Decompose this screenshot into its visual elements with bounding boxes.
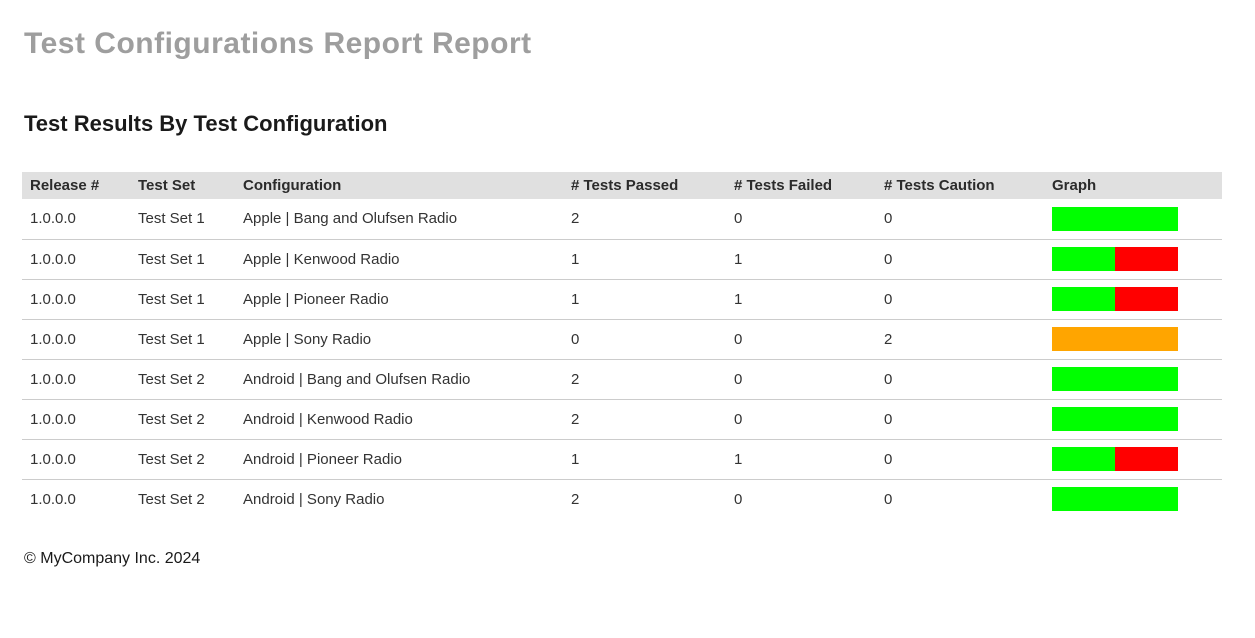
cell-tests-caution: 0 [876,399,1044,440]
table-row: 1.0.0.0 Test Set 2 Android | Sony Radio … [22,479,1222,519]
cell-tests-caution: 0 [876,239,1044,280]
result-bar [1052,487,1178,512]
cell-graph [1044,239,1222,280]
result-bar [1052,447,1178,471]
col-header-release: Release # [22,172,130,199]
cell-release: 1.0.0.0 [22,439,130,480]
cell-tests-caution: 0 [876,279,1044,320]
col-header-configuration: Configuration [235,172,563,199]
result-bar [1052,407,1178,431]
cell-tests-caution: 0 [876,199,1044,240]
cell-tests-failed: 1 [726,439,876,480]
cell-graph [1044,439,1222,480]
report-page: Test Configurations Report Report Test R… [0,27,1255,568]
cell-release: 1.0.0.0 [22,319,130,360]
cell-test-set: Test Set 2 [130,399,235,440]
cell-tests-failed: 0 [726,199,876,240]
cell-configuration: Apple | Bang and Olufsen Radio [235,199,563,240]
cell-tests-caution: 0 [876,439,1044,480]
table-row: 1.0.0.0 Test Set 1 Apple | Kenwood Radio… [22,239,1222,280]
col-header-tests-failed: # Tests Failed [726,172,876,199]
cell-tests-failed: 0 [726,319,876,360]
footer-copyright: © MyCompany Inc. 2024 [24,550,201,567]
cell-test-set: Test Set 1 [130,279,235,320]
table-row: 1.0.0.0 Test Set 2 Android | Pioneer Rad… [22,439,1222,480]
result-bar [1052,247,1178,271]
cell-tests-failed: 1 [726,279,876,320]
table-header-row: Release # Test Set Configuration # Tests… [22,172,1222,199]
cell-tests-passed: 1 [563,279,726,320]
cell-configuration: Apple | Kenwood Radio [235,239,563,280]
cell-release: 1.0.0.0 [22,239,130,280]
table-row: 1.0.0.0 Test Set 1 Apple | Pioneer Radio… [22,279,1222,320]
cell-tests-caution: 0 [876,359,1044,400]
cell-graph [1044,359,1222,400]
col-header-tests-caution: # Tests Caution [876,172,1044,199]
cell-configuration: Apple | Pioneer Radio [235,279,563,320]
bar-segment-failed [1115,447,1178,471]
cell-tests-passed: 1 [563,239,726,280]
cell-test-set: Test Set 2 [138,490,205,508]
table-row: 1.0.0.0 Test Set 1 Apple | Bang and Oluf… [22,199,1222,240]
result-bar [1052,327,1178,351]
col-header-graph: Graph [1044,172,1222,199]
cell-tests-failed: 0 [734,490,743,508]
cell-release: 1.0.0.0 [22,359,130,400]
bar-segment-caution [1052,327,1178,351]
cell-graph [1044,319,1222,360]
section-title: Test Results By Test Configuration [24,111,388,136]
cell-configuration: Android | Kenwood Radio [235,399,563,440]
bar-segment-passed [1052,206,1178,231]
bar-segment-failed [1115,287,1178,311]
cell-release: 1.0.0.0 [22,399,130,440]
cell-tests-failed: 0 [726,359,876,400]
col-header-tests-passed: # Tests Passed [563,172,726,199]
cell-tests-caution: 2 [876,319,1044,360]
bar-segment-passed [1052,287,1115,311]
result-bar [1052,287,1178,311]
cell-test-set: Test Set 2 [130,439,235,480]
cell-release: 1.0.0.0 [30,490,76,508]
cell-tests-passed: 2 [563,359,726,400]
cell-tests-failed: 1 [726,239,876,280]
cell-tests-failed: 0 [726,399,876,440]
cell-release: 1.0.0.0 [22,199,130,240]
bar-segment-passed [1052,487,1178,512]
bar-segment-passed [1052,367,1178,391]
cell-test-set: Test Set 2 [130,359,235,400]
cell-configuration: Android | Sony Radio [243,490,385,508]
col-header-test-set: Test Set [130,172,235,199]
result-bar [1052,367,1178,391]
cell-tests-passed: 2 [563,199,726,240]
table-row: 1.0.0.0 Test Set 1 Apple | Sony Radio 0 … [22,319,1222,360]
cell-configuration: Apple | Sony Radio [235,319,563,360]
report-title: Test Configurations Report Report [24,27,532,60]
cell-test-set: Test Set 1 [130,239,235,280]
result-bar [1052,206,1178,231]
table-row: 1.0.0.0 Test Set 2 Android | Bang and Ol… [22,359,1222,400]
bar-segment-passed [1052,407,1178,431]
bar-segment-passed [1052,447,1115,471]
cell-tests-passed: 2 [571,490,580,508]
results-table: Release # Test Set Configuration # Tests… [22,172,1222,519]
cell-release: 1.0.0.0 [22,279,130,320]
cell-graph [1044,199,1222,240]
bar-segment-failed [1115,247,1178,271]
cell-tests-passed: 2 [563,399,726,440]
cell-tests-caution: 0 [884,490,893,508]
cell-test-set: Test Set 1 [130,319,235,360]
cell-test-set: Test Set 1 [130,199,235,240]
cell-graph [1044,279,1222,320]
cell-tests-passed: 1 [563,439,726,480]
cell-configuration: Android | Pioneer Radio [235,439,563,480]
table-row: 1.0.0.0 Test Set 2 Android | Kenwood Rad… [22,399,1222,440]
cell-graph [1044,399,1222,440]
cell-tests-passed: 0 [563,319,726,360]
bar-segment-passed [1052,247,1115,271]
cell-graph [1044,479,1222,519]
cell-configuration: Android | Bang and Olufsen Radio [235,359,563,400]
